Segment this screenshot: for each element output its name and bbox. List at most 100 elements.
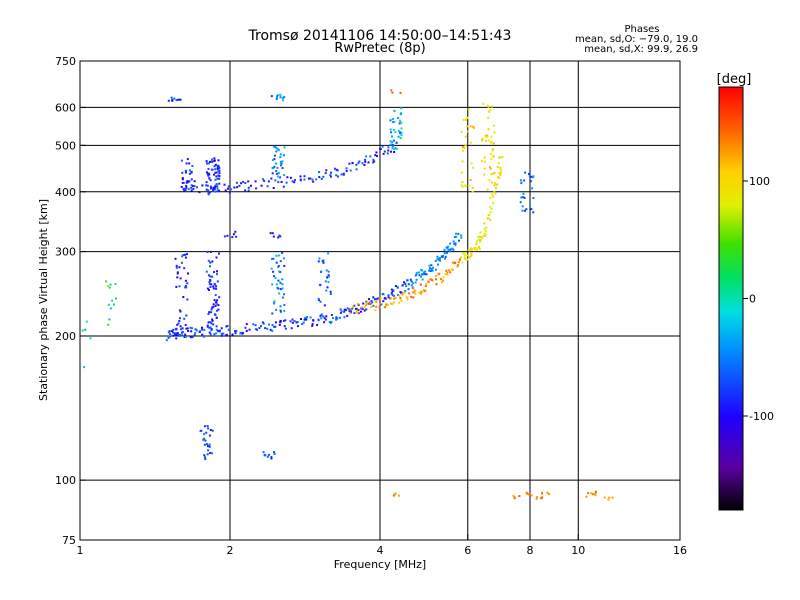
data-point <box>211 319 214 322</box>
data-point <box>444 255 447 258</box>
data-point <box>207 313 210 315</box>
data-point <box>311 178 314 181</box>
data-point <box>466 116 469 119</box>
data-point <box>209 326 212 329</box>
data-point <box>211 318 214 321</box>
data-point <box>274 325 277 328</box>
y-axis-label: Stationary phase Virtual Height [km] <box>37 199 50 401</box>
data-point <box>218 189 221 192</box>
data-point <box>270 267 273 270</box>
colorbar-tick-label: 100 <box>749 175 770 188</box>
data-point <box>325 169 328 172</box>
data-point <box>363 164 366 166</box>
data-point <box>269 232 272 235</box>
data-point <box>397 129 400 132</box>
data-point <box>283 293 285 296</box>
data-point <box>213 313 216 316</box>
data-point <box>167 336 170 339</box>
data-point <box>309 177 312 180</box>
data-point <box>499 166 502 169</box>
data-point <box>291 318 294 321</box>
data-point <box>529 180 532 183</box>
data-point <box>175 99 178 101</box>
data-point <box>167 331 170 334</box>
data-point <box>196 186 198 189</box>
data-point <box>325 315 328 318</box>
data-point <box>415 278 418 281</box>
data-point <box>213 282 216 285</box>
data-point <box>275 308 278 311</box>
data-point <box>493 184 496 187</box>
data-point <box>370 300 373 302</box>
data-point <box>178 309 181 312</box>
data-point <box>317 297 320 300</box>
data-point <box>443 252 446 255</box>
data-point <box>272 235 275 238</box>
data-point <box>108 286 111 289</box>
data-point <box>392 294 395 297</box>
data-point <box>240 182 243 185</box>
data-point <box>463 146 466 149</box>
data-point <box>376 297 379 300</box>
data-point <box>427 281 430 284</box>
data-point <box>481 137 484 140</box>
data-point <box>245 329 248 332</box>
data-point <box>312 180 315 183</box>
data-point <box>444 272 447 275</box>
data-point <box>208 274 210 277</box>
data-point <box>449 242 452 245</box>
data-point <box>215 285 218 288</box>
data-point <box>299 178 302 181</box>
data-point <box>488 214 491 216</box>
data-point <box>244 189 247 192</box>
data-point <box>382 293 385 296</box>
data-point <box>445 269 448 272</box>
data-point <box>184 333 187 336</box>
data-point <box>319 300 322 303</box>
data-point <box>535 496 538 499</box>
x-axis-label: Frequency [MHz] <box>334 558 426 571</box>
data-point <box>290 327 293 330</box>
data-point <box>467 130 469 133</box>
data-point <box>216 185 219 188</box>
data-point <box>592 493 594 496</box>
data-point <box>461 261 464 264</box>
data-point <box>463 254 466 257</box>
data-point <box>274 154 276 157</box>
data-point <box>532 175 535 178</box>
data-point <box>436 258 439 261</box>
data-point <box>217 174 220 177</box>
data-point <box>368 301 371 304</box>
data-point <box>481 139 483 142</box>
data-point <box>329 293 332 295</box>
data-point <box>487 128 490 131</box>
data-point <box>389 119 392 122</box>
data-point <box>203 454 206 457</box>
data-point <box>212 189 214 191</box>
data-point <box>184 169 187 172</box>
data-point <box>209 333 212 336</box>
data-point <box>487 139 490 142</box>
data-point <box>491 172 494 175</box>
data-point <box>272 187 275 189</box>
data-point <box>205 160 208 163</box>
data-point <box>205 188 208 191</box>
data-point <box>439 259 442 262</box>
data-point <box>271 232 274 235</box>
data-point <box>360 310 362 313</box>
data-point <box>172 331 175 334</box>
data-point <box>277 172 280 175</box>
data-point <box>183 189 186 192</box>
data-point <box>216 273 218 276</box>
data-point <box>255 328 258 331</box>
data-point <box>484 135 487 137</box>
data-point <box>276 147 278 150</box>
data-point <box>335 316 338 319</box>
data-point <box>215 183 218 186</box>
data-point <box>209 179 212 182</box>
data-point <box>282 296 284 299</box>
data-point <box>401 284 404 287</box>
data-point <box>176 323 179 326</box>
data-point <box>489 109 492 111</box>
data-point <box>446 252 448 254</box>
